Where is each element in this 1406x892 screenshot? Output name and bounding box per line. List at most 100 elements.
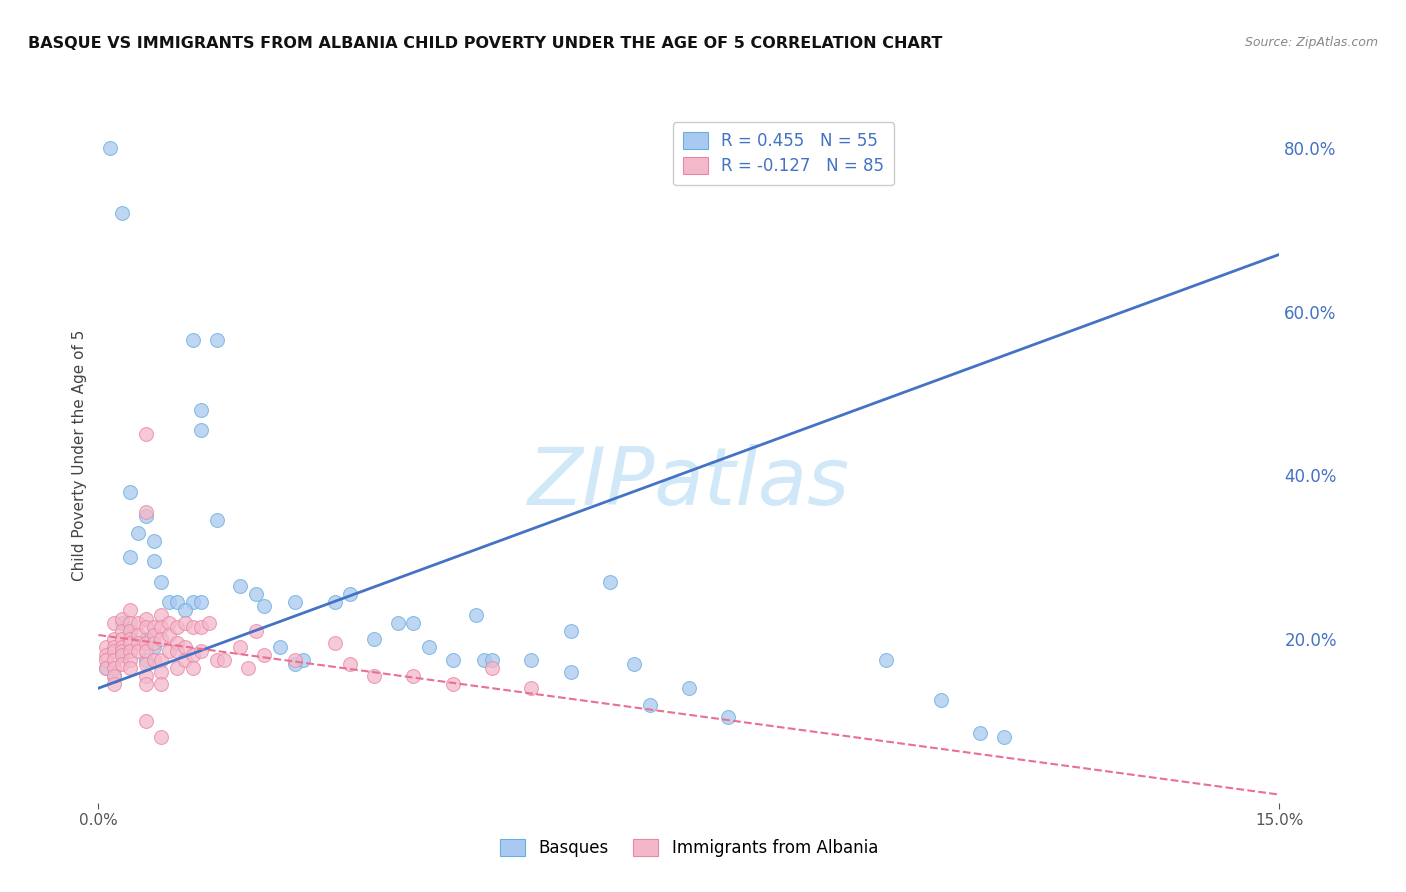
- Point: [118, 632, 141, 646]
- Point: [127, 615, 149, 630]
- Point: [229, 579, 252, 593]
- Point: [103, 661, 125, 675]
- Point: [135, 427, 157, 442]
- Point: [166, 644, 188, 658]
- Point: [111, 657, 134, 671]
- Point: [181, 620, 204, 634]
- Point: [135, 677, 157, 691]
- Point: [135, 509, 157, 524]
- Point: [127, 525, 149, 540]
- Point: [472, 652, 495, 666]
- Point: [229, 640, 252, 655]
- Point: [190, 403, 212, 417]
- Point: [150, 731, 173, 745]
- Point: [118, 615, 141, 630]
- Point: [181, 648, 204, 663]
- Point: [190, 423, 212, 437]
- Point: [181, 661, 204, 675]
- Point: [253, 599, 276, 614]
- Point: [135, 644, 157, 658]
- Legend: Basques, Immigrants from Albania: Basques, Immigrants from Albania: [494, 832, 884, 864]
- Point: [181, 334, 204, 348]
- Point: [150, 652, 173, 666]
- Point: [174, 603, 197, 617]
- Point: [111, 624, 134, 638]
- Point: [142, 652, 165, 666]
- Point: [111, 615, 134, 630]
- Point: [166, 636, 188, 650]
- Point: [363, 632, 385, 646]
- Point: [142, 620, 165, 634]
- Point: [929, 693, 952, 707]
- Point: [441, 652, 464, 666]
- Point: [103, 640, 125, 655]
- Point: [190, 644, 212, 658]
- Point: [387, 615, 409, 630]
- Point: [174, 615, 197, 630]
- Point: [142, 628, 165, 642]
- Point: [174, 652, 197, 666]
- Point: [292, 652, 315, 666]
- Point: [142, 640, 165, 655]
- Point: [993, 731, 1015, 745]
- Point: [111, 644, 134, 658]
- Point: [150, 620, 173, 634]
- Point: [150, 632, 173, 646]
- Point: [98, 141, 121, 155]
- Point: [678, 681, 700, 696]
- Point: [127, 628, 149, 642]
- Point: [418, 640, 440, 655]
- Point: [245, 624, 267, 638]
- Point: [111, 648, 134, 663]
- Point: [166, 595, 188, 609]
- Point: [118, 661, 141, 675]
- Point: [142, 554, 165, 568]
- Point: [190, 620, 212, 634]
- Point: [118, 603, 141, 617]
- Point: [96, 661, 118, 675]
- Point: [520, 681, 543, 696]
- Point: [135, 636, 157, 650]
- Point: [103, 669, 125, 683]
- Point: [166, 661, 188, 675]
- Point: [96, 661, 118, 675]
- Point: [135, 714, 157, 728]
- Point: [166, 620, 188, 634]
- Point: [323, 595, 346, 609]
- Point: [599, 574, 621, 589]
- Point: [560, 665, 582, 679]
- Point: [135, 652, 157, 666]
- Point: [205, 652, 228, 666]
- Point: [118, 644, 141, 658]
- Point: [96, 648, 118, 663]
- Point: [875, 652, 897, 666]
- Point: [118, 484, 141, 499]
- Point: [520, 652, 543, 666]
- Point: [323, 636, 346, 650]
- Point: [111, 640, 134, 655]
- Point: [118, 624, 141, 638]
- Point: [103, 644, 125, 658]
- Point: [560, 624, 582, 638]
- Point: [142, 636, 165, 650]
- Point: [284, 657, 307, 671]
- Point: [157, 628, 180, 642]
- Point: [157, 595, 180, 609]
- Point: [111, 648, 134, 663]
- Point: [214, 652, 236, 666]
- Point: [96, 652, 118, 666]
- Point: [481, 661, 503, 675]
- Text: BASQUE VS IMMIGRANTS FROM ALBANIA CHILD POVERTY UNDER THE AGE OF 5 CORRELATION C: BASQUE VS IMMIGRANTS FROM ALBANIA CHILD …: [28, 36, 942, 51]
- Point: [638, 698, 661, 712]
- Point: [441, 677, 464, 691]
- Point: [150, 607, 173, 622]
- Point: [127, 644, 149, 658]
- Point: [135, 632, 157, 646]
- Point: [96, 640, 118, 655]
- Point: [103, 677, 125, 691]
- Point: [135, 620, 157, 634]
- Point: [269, 640, 291, 655]
- Point: [236, 661, 259, 675]
- Point: [245, 587, 267, 601]
- Point: [118, 652, 141, 666]
